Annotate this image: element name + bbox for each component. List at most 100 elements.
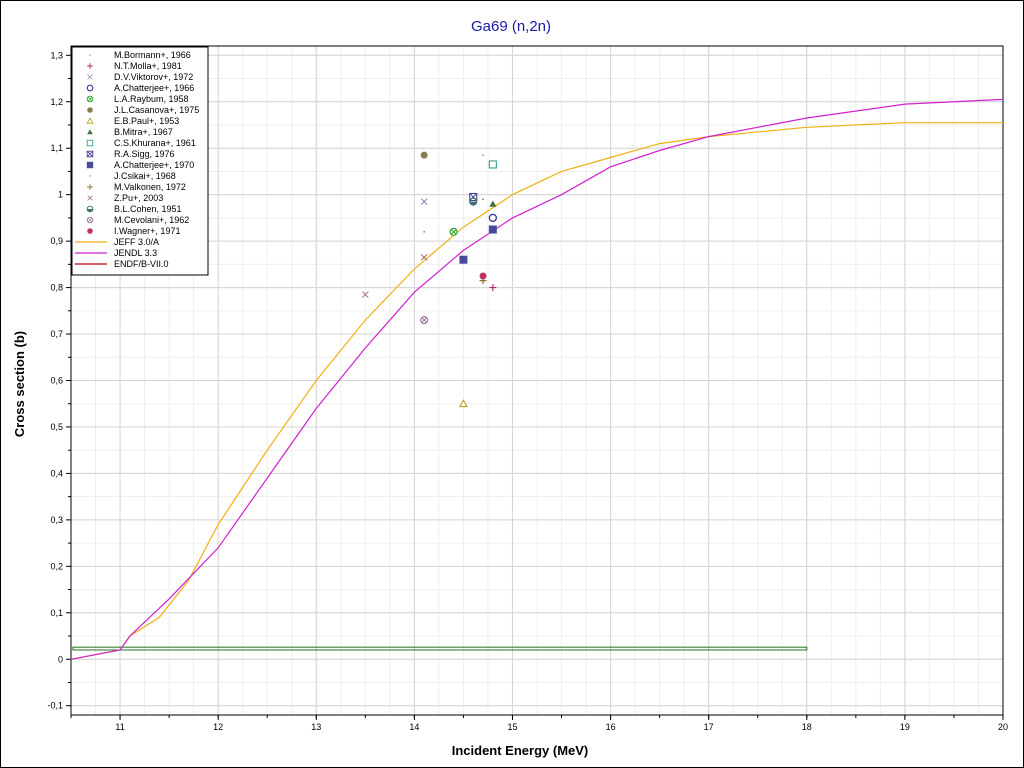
legend-marker-shape (89, 54, 91, 56)
legend-label: L.A.Raybum, 1958 (114, 94, 189, 104)
legend-label: R.A.Sigg, 1976 (114, 149, 175, 159)
x-tick-label: 15 (507, 722, 517, 732)
legend-marker (86, 150, 94, 158)
data-point-ring (469, 197, 478, 206)
x-tick-label: 18 (802, 722, 812, 732)
legend-marker-shape (87, 107, 93, 113)
x-tick-label: 13 (311, 722, 321, 732)
legend-label: I.Wagner+, 1971 (114, 226, 180, 236)
legend-marker (86, 139, 94, 147)
legend-marker (86, 161, 94, 169)
legend-marker (89, 54, 91, 56)
data-point (423, 230, 426, 233)
legend-label: J.Csikai+, 1968 (114, 171, 176, 181)
data-point (459, 255, 468, 264)
legend-label: C.S.Khurana+, 1961 (114, 138, 196, 148)
y-tick-label: 0,5 (50, 422, 63, 432)
legend-label: JENDL 3.3 (114, 248, 157, 258)
x-tick-label: 17 (704, 722, 714, 732)
legend-marker-shape (86, 139, 94, 147)
data-point (488, 160, 497, 169)
data-point (482, 154, 484, 157)
x-tick-label: 14 (409, 722, 419, 732)
data-point (420, 254, 428, 261)
data-point (420, 198, 428, 205)
legend-label: J.L.Casanova+, 1975 (114, 105, 199, 115)
y-tick-label: 0,2 (50, 561, 63, 571)
legend-marker-shape (87, 228, 93, 234)
data-point (489, 200, 497, 207)
y-axis-label: Cross section (b) (12, 331, 27, 437)
legend-label: M.Cevolani+, 1962 (114, 215, 189, 225)
y-tick-label: 0,9 (50, 236, 63, 246)
x-axis-label: Incident Energy (MeV) (452, 743, 589, 758)
legend-marker-shape (86, 84, 94, 92)
y-tick-label: 0,1 (50, 608, 63, 618)
legend-label: E.B.Paul+, 1953 (114, 116, 179, 126)
legend-marker-shape (87, 74, 93, 80)
y-tick-label: 0 (58, 654, 63, 664)
data-point (488, 213, 498, 223)
y-tick-label: 0,7 (50, 329, 63, 339)
x-tick-label: 16 (606, 722, 616, 732)
legend-marker (87, 228, 93, 234)
y-tick-label: 0,8 (50, 283, 63, 293)
legend-label: M.Bormann+, 1966 (114, 50, 191, 60)
legend-label: JEFF 3.0/A (114, 237, 159, 247)
y-tick-label: 1 (58, 190, 63, 200)
legend-label: B.L.Cohen, 1951 (114, 204, 182, 214)
data-point (479, 272, 487, 280)
legend-marker (86, 84, 94, 92)
legend-marker-shape (87, 195, 93, 201)
data-point-cross (451, 229, 457, 235)
data-point (458, 399, 468, 408)
legend-marker (87, 184, 93, 190)
series-line (70, 98, 1004, 660)
data-point (420, 151, 428, 159)
x-tick-label: 11 (115, 722, 124, 732)
y-tick-label: 1,2 (50, 97, 63, 107)
legend-label: D.V.Viktorov+, 1972 (114, 72, 193, 82)
x-tick-label: 20 (998, 722, 1008, 732)
legend-marker-shape-cross (87, 96, 93, 102)
x-tick-label: 19 (900, 722, 910, 732)
legend-marker (86, 95, 94, 103)
plot-border (70, 45, 1004, 716)
plot-area: 11 12 13 14 15 16 17 18 19 20 -0,1 0 0,1 0,2 0,3 0,4 0,5… (47, 45, 1008, 732)
legend-marker-shape (87, 129, 93, 135)
legend-marker-shape (86, 117, 94, 124)
legend-marker-shape-cross (87, 217, 93, 223)
chart-title: Ga69 (n,2n) (471, 18, 551, 35)
data-point (489, 284, 497, 292)
threshold-band (72, 646, 808, 651)
y-tick-label: 0,3 (50, 515, 63, 525)
legend-box (71, 46, 209, 276)
legend-marker-shape-ring (86, 205, 94, 213)
legend-marker (89, 175, 91, 177)
legend-marker (86, 117, 94, 124)
legend-label: ENDF/B-VII.0 (114, 259, 169, 269)
data-point (488, 225, 497, 234)
legend-marker (86, 205, 94, 213)
legend-marker (87, 129, 93, 135)
x-tick-label: 12 (213, 722, 223, 732)
legend-label: Z.Pu+, 2003 (114, 193, 163, 203)
legend-marker (87, 107, 93, 113)
data-point-cross (421, 317, 427, 323)
legend-marker-shape (89, 175, 91, 177)
y-tick-label: 0,6 (50, 376, 63, 386)
legend-marker (87, 63, 93, 69)
legend-label: B.Mitra+, 1967 (114, 127, 173, 137)
y-tick-label: 1,3 (50, 50, 63, 60)
legend-marker (87, 74, 93, 80)
legend-label: M.Valkonen, 1972 (114, 182, 186, 192)
legend-marker-shape (87, 184, 93, 190)
legend-label: N.T.Molla+, 1981 (114, 61, 182, 71)
legend-marker (86, 216, 94, 224)
legend-label: A.Chatterjee+, 1966 (114, 83, 194, 93)
y-tick-label: -0,1 (47, 701, 63, 711)
data-point (361, 291, 369, 298)
